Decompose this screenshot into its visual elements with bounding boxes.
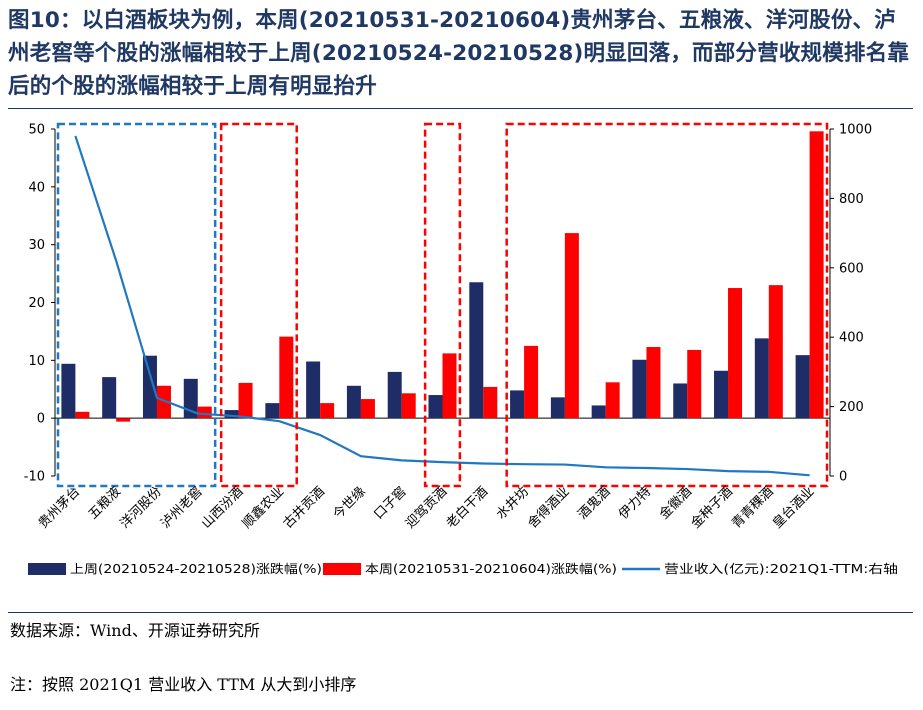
y-left-tick-label: 20 [28,296,45,311]
category-label: 古井贡酒 [281,484,328,531]
bar-this-week [646,347,661,419]
bar-this-week [524,345,539,419]
bar-this-week [687,349,702,419]
bar-last-week [306,361,321,419]
bar-this-week [116,418,131,422]
combo-chart: -10 0 10 20 30 40 50 0 200 400 600 800 1000 贵州茅台 五粮液洋河… [24,122,898,577]
y-right-tick-label: 600 [839,261,864,276]
footer-rule [8,612,913,613]
category-label: 金徽酒 [656,484,695,523]
bar-last-week [510,390,525,419]
highlight-box-blue [56,122,217,488]
category-label: 洋河股份 [117,484,164,531]
y-right-tick-label: 1000 [839,123,872,138]
category-label: 伊力特 [616,484,654,522]
category-label: 五粮液 [86,484,124,522]
highlight-box-red [219,122,298,488]
bar-this-week [809,131,824,419]
title-rule [8,108,913,109]
bar-this-week [156,385,171,419]
bar-last-week [795,355,810,419]
y-left-tick-label: 50 [28,123,45,138]
bar-last-week [142,355,157,419]
legend-label-last-week: 上周(20210524-20210528)涨跌幅(%) [70,561,322,576]
bar-this-week [728,288,743,419]
bar-this-week [442,353,457,419]
category-label: 口子窖 [371,484,410,523]
bar-last-week [714,370,729,419]
y-left-tick-label: 0 [37,412,45,427]
category-label: 山西汾酒 [199,484,246,531]
bar-this-week [197,406,212,419]
source-note: 数据来源：Wind、开源证券研究所 [10,621,260,640]
bar-this-week [768,285,783,419]
highlight-box-red [505,122,829,488]
category-label: 顺鑫农业 [239,484,287,532]
bar-this-week [605,382,620,419]
bar-this-week [564,233,579,419]
category-label: 今世缘 [330,484,369,523]
bar-last-week [224,410,239,419]
bar-last-week [632,359,647,419]
y-right-tick-label: 200 [839,400,864,415]
category-label: 酒鬼酒 [575,484,614,523]
bar-last-week [754,338,769,419]
y-left-tick-label: -10 [24,470,45,485]
bar-last-week [428,395,443,419]
bar-this-week [320,403,335,419]
bar-last-week [346,385,361,419]
bar-this-week [401,393,416,419]
bar-last-week [387,371,402,419]
bar-last-week [265,403,280,419]
y-right-tick-label: 0 [839,470,847,485]
category-label: 贵州茅台 [36,484,83,531]
category-label: 泸州老窖 [157,484,205,532]
y-left-tick-label: 40 [28,180,45,195]
category-label: 舍得酒业 [525,484,573,532]
figure-title: 图10：以白酒板块为例，本周(20210531-20210604)贵州茅台、五粮… [8,8,910,99]
bar-last-week [469,282,484,419]
bar-last-week [591,405,606,419]
bar-last-week [673,383,688,419]
bar-last-week [550,397,565,419]
category-label: 皇台酒业 [770,484,817,531]
legend-label-revenue: 营业收入(亿元):2021Q1-TTM:右轴 [664,561,898,576]
category-label: 老白干酒 [443,484,491,532]
category-label: 迎驾贡酒 [403,484,450,531]
y-right-tick-label: 800 [839,192,864,207]
bar-this-week [279,336,294,419]
bar-last-week [102,377,117,419]
legend-label-this-week: 本周(20210531-20210604)涨跌幅(%) [365,561,617,576]
bar-this-week [360,399,375,419]
bar-last-week [183,378,198,419]
y-left-tick-label: 30 [28,238,45,253]
highlight-box-red [423,122,462,488]
category-label: 金种子酒 [688,484,736,532]
bar-this-week [75,411,90,419]
category-label: 青青稞酒 [729,484,776,531]
bar-this-week [238,382,253,419]
bar-this-week [483,386,498,419]
legend-swatch-this-week [323,563,361,575]
category-label: 水井坊 [494,484,532,522]
bar-last-week [61,363,76,419]
sort-note: 注：按照 2021Q1 营业收入 TTM 从大到小排序 [10,675,357,694]
y-left-tick-label: 10 [28,354,45,369]
revenue-line [74,135,810,477]
legend-swatch-last-week [28,563,66,575]
y-right-tick-label: 400 [839,331,864,346]
